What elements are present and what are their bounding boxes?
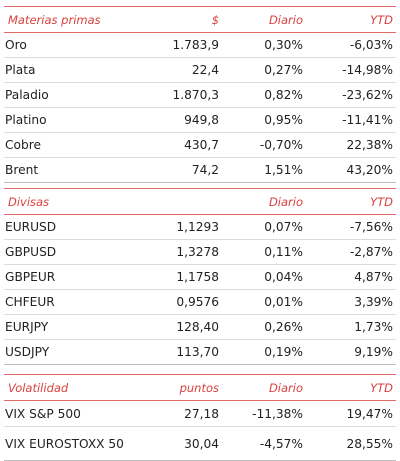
header-ytd: YTD: [306, 6, 396, 33]
row-value: 430,7: [134, 132, 222, 158]
table-row: GBPEUR 1,1758 0,04% 4,87%: [4, 264, 396, 290]
header-unit: [134, 188, 222, 215]
row-name: Plata: [4, 57, 134, 83]
row-ytd: 4,87%: [306, 264, 396, 290]
row-ytd: 1,73%: [306, 314, 396, 340]
row-value: 1.870,3: [134, 82, 222, 108]
table-row: Platino 949,8 0,95% -11,41%: [4, 107, 396, 133]
row-value: 128,40: [134, 314, 222, 340]
table-row: CHFEUR 0,9576 0,01% 3,39%: [4, 289, 396, 315]
row-ytd: 43,20%: [306, 157, 396, 183]
row-value: 949,8: [134, 107, 222, 133]
row-daily: 0,11%: [222, 239, 306, 265]
row-name: Platino: [4, 107, 134, 133]
row-ytd: -6,03%: [306, 32, 396, 58]
row-value: 74,2: [134, 157, 222, 183]
row-value: 30,04: [134, 426, 222, 461]
table-row: GBPUSD 1,3278 0,11% -2,87%: [4, 239, 396, 265]
row-value: 1.783,9: [134, 32, 222, 58]
row-value: 1,3278: [134, 239, 222, 265]
row-daily: 1,51%: [222, 157, 306, 183]
header-daily: Diario: [222, 374, 306, 401]
header-ytd: YTD: [306, 188, 396, 215]
header-unit: $: [134, 6, 222, 33]
row-name: GBPUSD: [4, 239, 134, 265]
row-name: EURJPY: [4, 314, 134, 340]
row-daily: -0,70%: [222, 132, 306, 158]
row-value: 1,1293: [134, 214, 222, 240]
row-name: GBPEUR: [4, 264, 134, 290]
header-section: Volatilidad: [4, 374, 134, 401]
row-value: 1,1758: [134, 264, 222, 290]
header-unit: puntos: [134, 374, 222, 401]
header-section: Divisas: [4, 188, 134, 215]
table-row: VIX EUROSTOXX 50 30,04 -4,57% 28,55%: [4, 426, 396, 461]
row-ytd: -23,62%: [306, 82, 396, 108]
row-ytd: 22,38%: [306, 132, 396, 158]
table-row: VIX S&P 500 27,18 -11,38% 19,47%: [4, 400, 396, 427]
row-daily: 0,04%: [222, 264, 306, 290]
row-ytd: 28,55%: [306, 426, 396, 461]
commodities-header: Materias primas $ Diario YTD: [4, 6, 396, 33]
row-ytd: 9,19%: [306, 339, 396, 365]
table-row: Brent 74,2 1,51% 43,20%: [4, 157, 396, 183]
row-ytd: -2,87%: [306, 239, 396, 265]
table-row: USDJPY 113,70 0,19% 9,19%: [4, 339, 396, 365]
row-name: Cobre: [4, 132, 134, 158]
row-daily: -11,38%: [222, 400, 306, 427]
table-row: Plata 22,4 0,27% -14,98%: [4, 57, 396, 83]
currencies-header: Divisas Diario YTD: [4, 188, 396, 215]
header-section: Materias primas: [4, 6, 134, 33]
table-row: Paladio 1.870,3 0,82% -23,62%: [4, 82, 396, 108]
table-row: EURUSD 1,1293 0,07% -7,56%: [4, 214, 396, 240]
commodities-table: Materias primas $ Diario YTD Oro 1.783,9…: [4, 6, 396, 183]
row-name: USDJPY: [4, 339, 134, 365]
row-name: CHFEUR: [4, 289, 134, 315]
row-daily: 0,82%: [222, 82, 306, 108]
volatility-header: Volatilidad puntos Diario YTD: [4, 374, 396, 401]
row-name: EURUSD: [4, 214, 134, 240]
row-daily: 0,19%: [222, 339, 306, 365]
table-row: Oro 1.783,9 0,30% -6,03%: [4, 32, 396, 58]
row-name: Paladio: [4, 82, 134, 108]
row-value: 22,4: [134, 57, 222, 83]
table-row: Cobre 430,7 -0,70% 22,38%: [4, 132, 396, 158]
row-value: 27,18: [134, 400, 222, 427]
row-ytd: 3,39%: [306, 289, 396, 315]
row-name: VIX EUROSTOXX 50: [4, 426, 134, 461]
row-daily: 0,95%: [222, 107, 306, 133]
row-daily: 0,26%: [222, 314, 306, 340]
row-name: Brent: [4, 157, 134, 183]
row-daily: 0,07%: [222, 214, 306, 240]
row-daily: -4,57%: [222, 426, 306, 461]
volatility-table: Volatilidad puntos Diario YTD VIX S&P 50…: [4, 374, 396, 461]
currencies-table: Divisas Diario YTD EURUSD 1,1293 0,07% -…: [4, 188, 396, 365]
header-daily: Diario: [222, 6, 306, 33]
row-ytd: 19,47%: [306, 400, 396, 427]
row-daily: 0,01%: [222, 289, 306, 315]
row-value: 113,70: [134, 339, 222, 365]
row-daily: 0,30%: [222, 32, 306, 58]
header-ytd: YTD: [306, 374, 396, 401]
row-name: Oro: [4, 32, 134, 58]
row-name: VIX S&P 500: [4, 400, 134, 427]
row-daily: 0,27%: [222, 57, 306, 83]
row-ytd: -14,98%: [306, 57, 396, 83]
header-daily: Diario: [222, 188, 306, 215]
row-ytd: -7,56%: [306, 214, 396, 240]
row-value: 0,9576: [134, 289, 222, 315]
row-ytd: -11,41%: [306, 107, 396, 133]
table-row: EURJPY 128,40 0,26% 1,73%: [4, 314, 396, 340]
